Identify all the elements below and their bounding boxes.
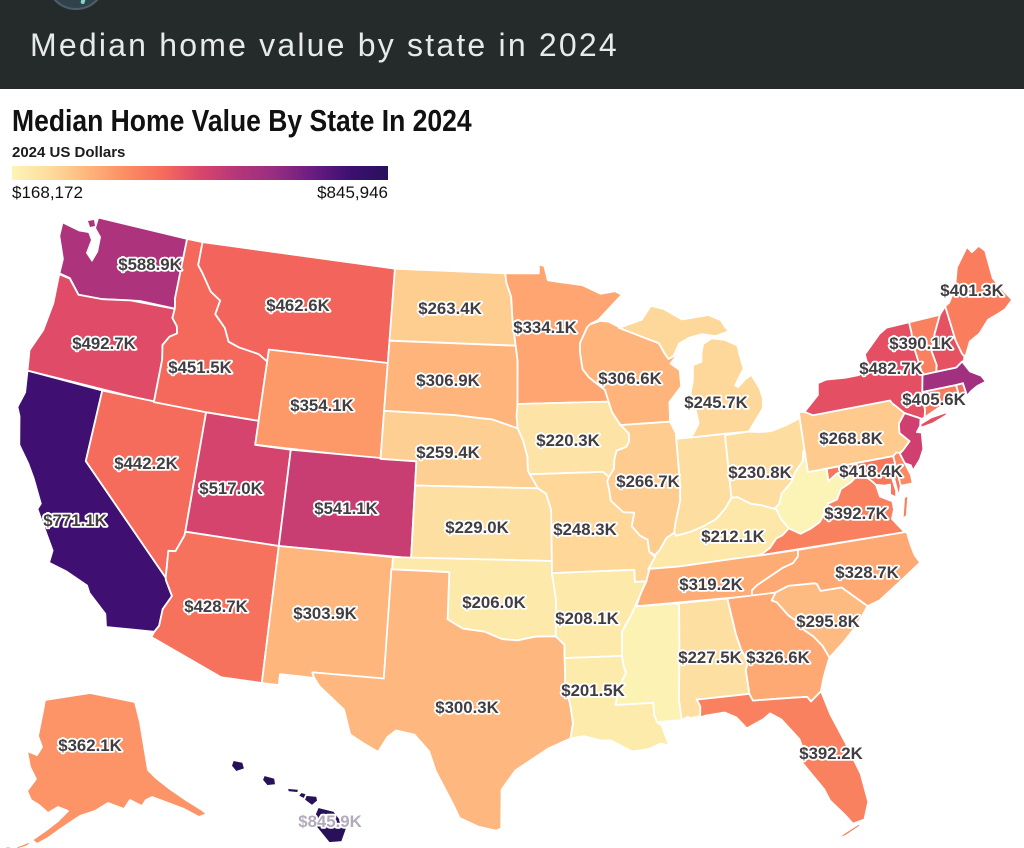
svg-text:$326.6K: $326.6K <box>746 648 809 667</box>
svg-text:$268.8K: $268.8K <box>819 429 882 448</box>
svg-text:$220.3K: $220.3K <box>536 431 599 450</box>
svg-text:$230.8K: $230.8K <box>728 463 791 482</box>
svg-text:$354.1K: $354.1K <box>290 396 353 415</box>
svg-text:$401.3K: $401.3K <box>940 281 1003 300</box>
svg-text:$541.1K: $541.1K <box>314 499 377 518</box>
svg-text:$517.0K: $517.0K <box>199 479 262 498</box>
svg-text:$227.5K: $227.5K <box>678 648 741 667</box>
svg-text:$390.1K: $390.1K <box>889 334 952 353</box>
svg-text:$392.7K: $392.7K <box>824 504 887 523</box>
svg-text:$588.9K: $588.9K <box>118 255 181 274</box>
svg-text:$208.1K: $208.1K <box>555 609 618 628</box>
svg-text:$295.8K: $295.8K <box>796 612 859 631</box>
svg-text:$845.9K: $845.9K <box>298 812 361 831</box>
svg-text:$451.5K: $451.5K <box>168 358 231 377</box>
svg-text:$462.6K: $462.6K <box>266 296 329 315</box>
svg-text:$405.6K: $405.6K <box>902 390 965 409</box>
svg-text:$248.3K: $248.3K <box>553 520 616 539</box>
svg-text:$771.1K: $771.1K <box>43 511 106 530</box>
svg-text:$418.4K: $418.4K <box>839 462 902 481</box>
svg-text:$306.9K: $306.9K <box>416 371 479 390</box>
svg-text:$263.4K: $263.4K <box>418 299 481 318</box>
svg-text:$206.0K: $206.0K <box>462 593 525 612</box>
svg-text:$212.1K: $212.1K <box>701 527 764 546</box>
svg-text:$229.0K: $229.0K <box>445 518 508 537</box>
svg-text:$362.1K: $362.1K <box>58 736 121 755</box>
svg-text:$328.7K: $328.7K <box>835 563 898 582</box>
svg-text:$300.3K: $300.3K <box>435 698 498 717</box>
svg-text:$319.2K: $319.2K <box>679 575 742 594</box>
svg-text:$392.2K: $392.2K <box>799 744 862 763</box>
svg-text:$482.7K: $482.7K <box>859 359 922 378</box>
svg-text:$492.7K: $492.7K <box>72 334 135 353</box>
svg-text:$428.7K: $428.7K <box>184 597 247 616</box>
svg-text:$245.7K: $245.7K <box>684 393 747 412</box>
svg-text:$259.4K: $259.4K <box>416 443 479 462</box>
svg-text:$266.7K: $266.7K <box>616 472 679 491</box>
svg-text:$306.6K: $306.6K <box>598 369 661 388</box>
svg-text:$303.9K: $303.9K <box>293 604 356 623</box>
svg-text:$334.1K: $334.1K <box>513 318 576 337</box>
svg-text:$201.5K: $201.5K <box>561 681 624 700</box>
svg-text:$442.2K: $442.2K <box>114 454 177 473</box>
